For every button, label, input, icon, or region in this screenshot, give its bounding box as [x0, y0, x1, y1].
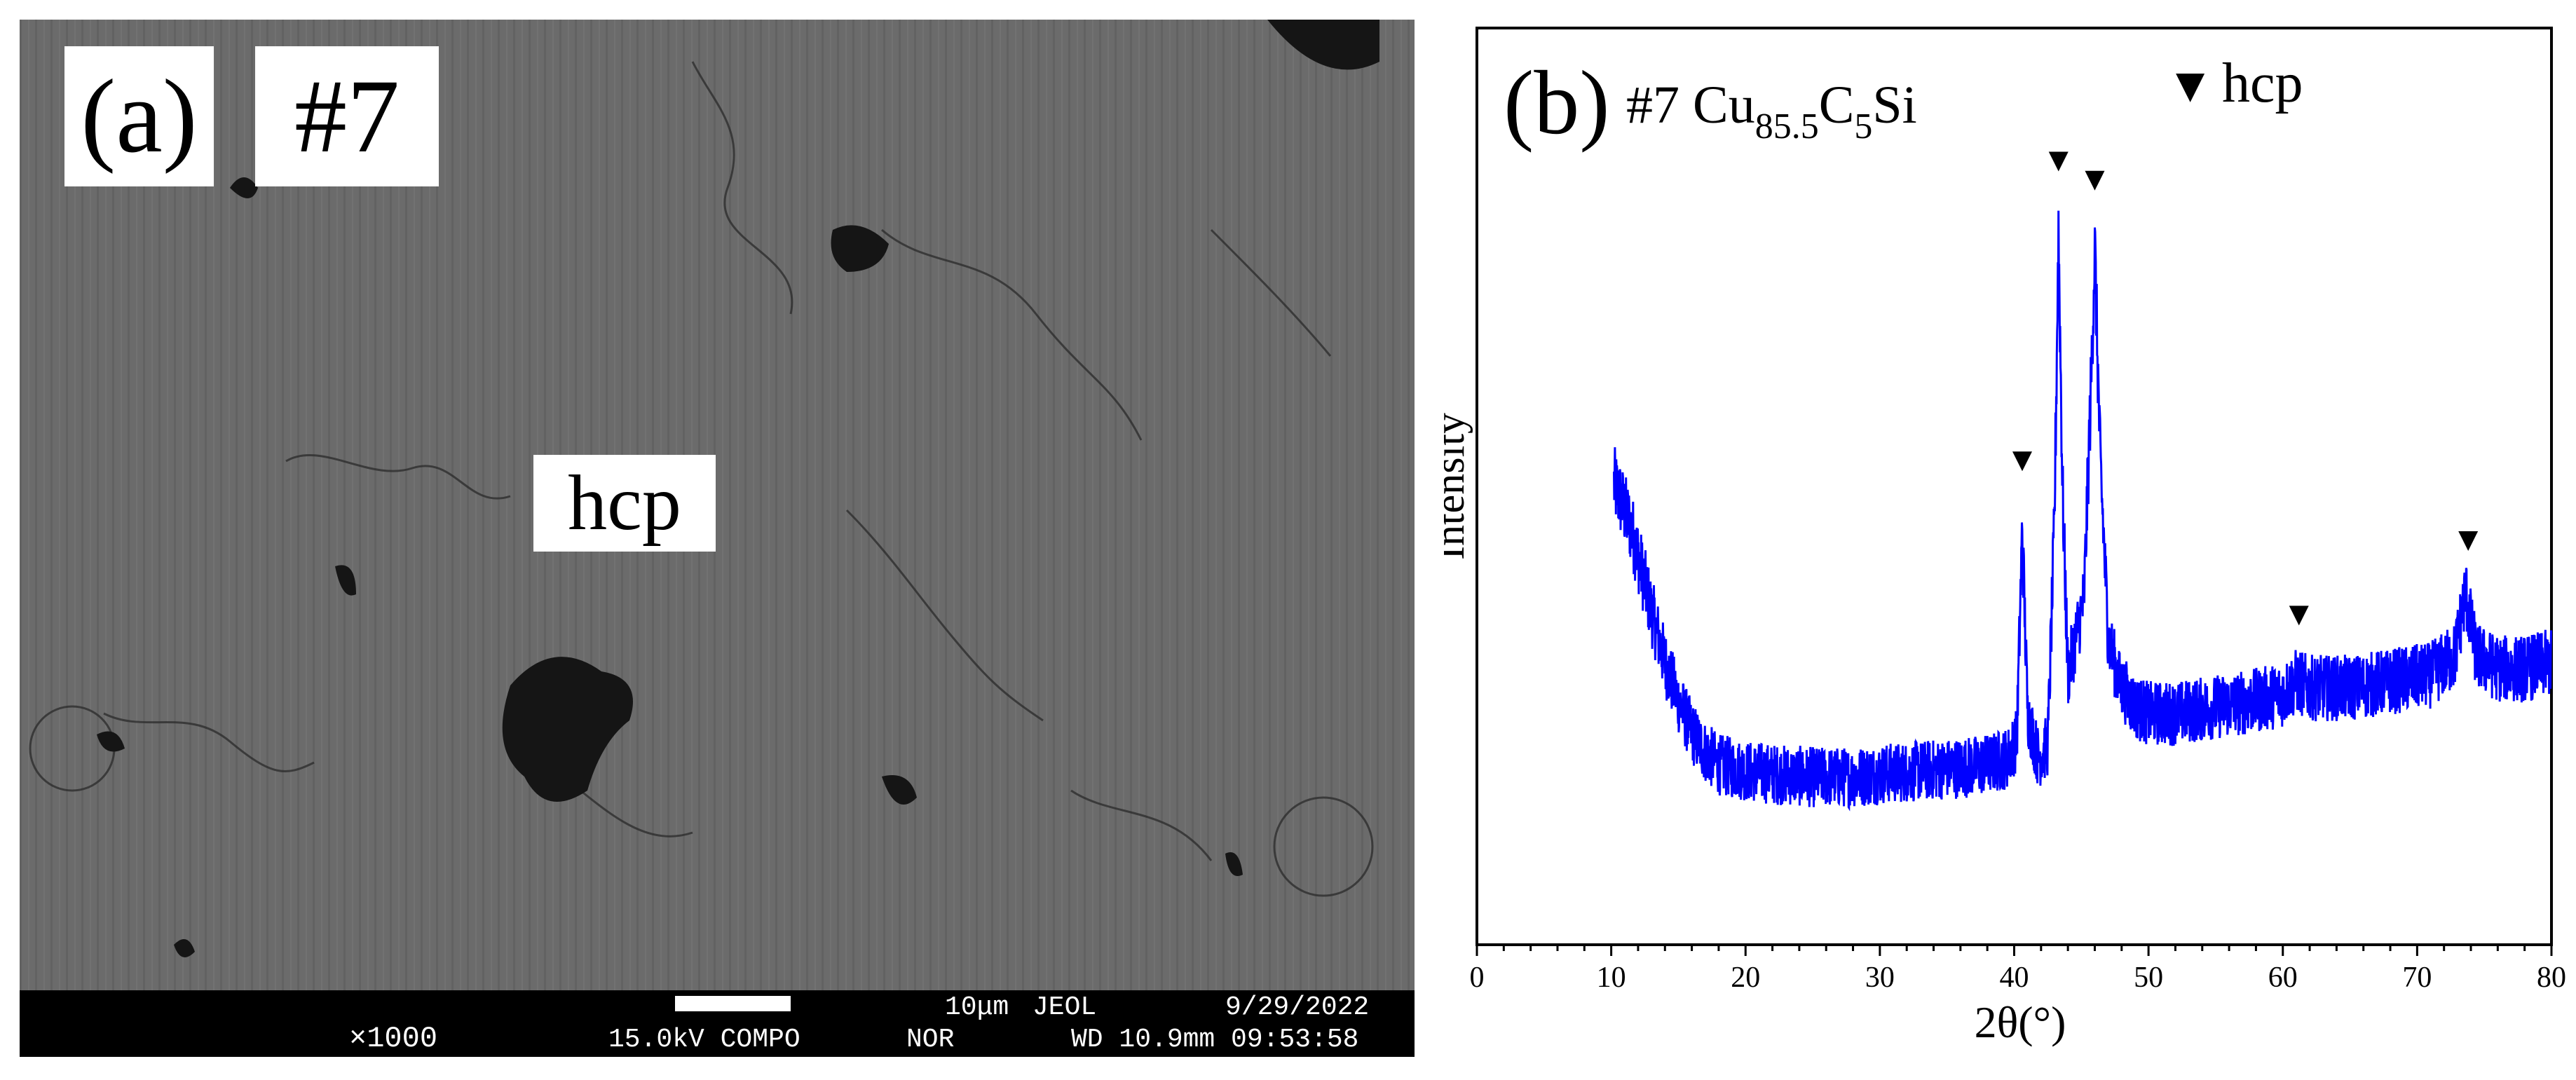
sample-label: #7 — [255, 46, 439, 186]
micrograph-texture — [20, 20, 1415, 990]
x-tick-label: 10 — [1597, 962, 1626, 994]
voltage-mode-text: 15.0kV COMPO — [608, 1025, 800, 1055]
xrd-pattern-series — [1613, 210, 2552, 812]
x-axis-label: 2θ(°) — [1975, 997, 2066, 1047]
scale-bar-text: 10μm — [945, 992, 1009, 1023]
hcp-peak-marker-icon — [2085, 170, 2105, 191]
hcp-peak-marker-icon — [2048, 151, 2069, 172]
x-tick-label: 70 — [2402, 962, 2432, 994]
legend-text: hcp — [2222, 53, 2303, 114]
x-axis-tick-labels: 0 10 20 30 40 50 60 70 80 — [1470, 962, 2567, 994]
sample-composition-label: #7 Cu85.5C5Si — [1626, 76, 1917, 146]
plot-frame — [1476, 27, 2553, 946]
legend-marker-icon: ▼ — [2166, 59, 2214, 113]
hcp-peak-marker-icon — [2012, 451, 2032, 472]
phase-label: hcp — [533, 455, 716, 552]
date-text: 9/29/2022 — [1225, 992, 1370, 1023]
scale-bar — [675, 996, 791, 1011]
x-tick-label: 0 — [1470, 962, 1485, 994]
hcp-peak-markers — [2012, 151, 2479, 626]
x-tick-label: 20 — [1731, 962, 1760, 994]
hcp-peak-marker-icon — [2289, 606, 2309, 626]
panel-a-label: (a) — [64, 46, 214, 186]
x-tick-label: 30 — [1865, 962, 1895, 994]
x-tick-label: 40 — [2000, 962, 2029, 994]
xrd-chart: 0 10 20 30 40 50 60 70 80 (b) #7 Cu85.5C5Si ▼ hc… — [1444, 27, 2567, 1047]
sem-micrograph-image: (a) #7 hcp — [20, 20, 1415, 990]
magnification-text: ×1000 — [349, 1022, 438, 1055]
panel-b-label: (b) — [1504, 53, 1610, 153]
y-axis-label: Intensity — [1444, 413, 1473, 560]
x-tick-label: 50 — [2134, 962, 2163, 994]
mode-text: NOR — [906, 1025, 955, 1055]
instrument-maker-text: JEOL — [1033, 992, 1097, 1023]
sem-data-bar: ×1000 10μm JEOL 9/29/2022 15.0kV COMPO N… — [20, 990, 1415, 1057]
hcp-peak-marker-icon — [2458, 531, 2479, 551]
sem-micrograph-panel: (a) #7 hcp ×1000 10μm JEOL 9/29/2022 15.… — [20, 20, 1415, 1057]
x-axis-ticks — [1476, 945, 2553, 956]
working-distance-time-text: WD 10.9mm 09:53:58 — [1071, 1025, 1359, 1055]
x-tick-label: 60 — [2268, 962, 2298, 994]
xrd-chart-panel: 0 10 20 30 40 50 60 70 80 (b) #7 Cu85.5C5Si ▼ hc… — [1444, 0, 2576, 1080]
x-tick-label: 80 — [2537, 962, 2566, 994]
